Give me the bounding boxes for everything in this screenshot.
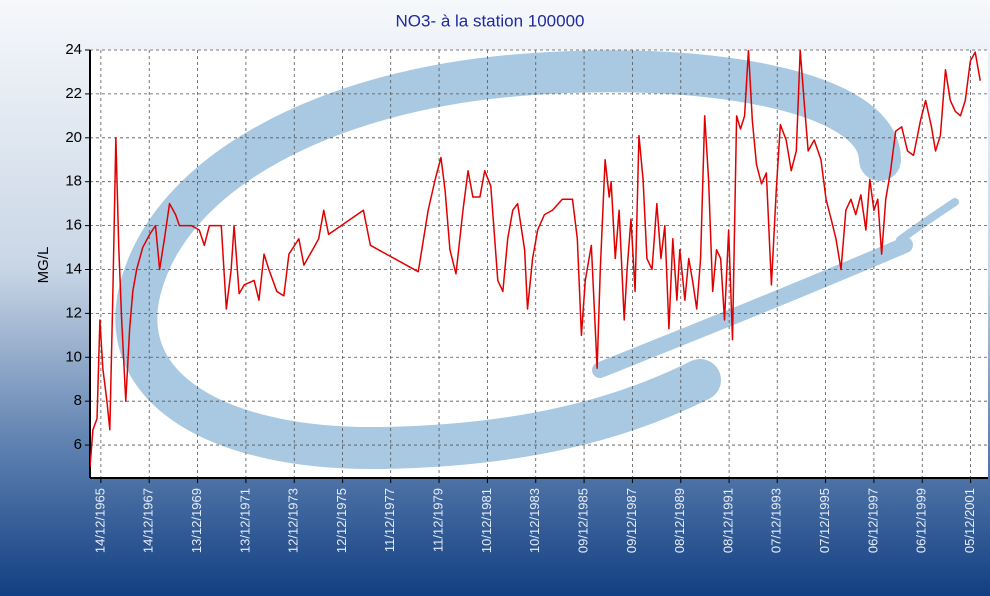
x-tick-label: 13/12/1971: [237, 488, 252, 553]
x-tick-label: 10/12/1981: [479, 488, 494, 553]
y-tick-label: 10: [65, 348, 82, 365]
x-tick-label: 08/12/1989: [672, 488, 687, 553]
y-tick-label: 14: [65, 260, 82, 277]
y-tick-label: 16: [65, 217, 82, 234]
x-tick-label: 11/12/1979: [430, 488, 445, 552]
x-tick-label: 10/12/1983: [527, 488, 542, 553]
x-tick-label: 11/12/1977: [382, 488, 397, 552]
y-tick-label: 6: [74, 436, 82, 453]
x-tick-label: 09/12/1987: [624, 488, 639, 553]
y-tick-label: 22: [65, 85, 82, 102]
x-tick-label: 06/12/1999: [914, 488, 929, 553]
chart-title: NO3- à la station 100000: [395, 11, 584, 30]
y-tick-label: 12: [65, 304, 82, 321]
x-tick-label: 12/12/1975: [334, 488, 349, 553]
x-tick-label: 07/12/1995: [817, 488, 832, 553]
x-tick-label: 09/12/1985: [576, 488, 591, 553]
x-tick-label: 06/12/1997: [865, 488, 880, 553]
x-tick-label: 12/12/1973: [286, 488, 301, 553]
x-tick-label: 07/12/1993: [769, 488, 784, 553]
y-axis-label: MG/L: [35, 247, 52, 284]
page: {"chart_data": {"type": "line", "title":…: [0, 0, 990, 596]
y-tick-label: 8: [74, 392, 82, 409]
x-tick-label: 14/12/1965: [92, 488, 107, 553]
chart: NO3- à la station 100000 MG/L 6 8 10 12 14 16…: [0, 0, 990, 596]
x-tick-label: 13/12/1969: [189, 488, 204, 553]
x-tick-label: 08/12/1991: [721, 488, 736, 553]
x-tick-label: 14/12/1967: [141, 488, 156, 553]
y-tick-label: 24: [65, 41, 82, 58]
x-tick-label: 05/12/2001: [962, 488, 977, 553]
y-tick-label: 18: [65, 173, 82, 190]
y-tick-label: 20: [65, 129, 82, 146]
